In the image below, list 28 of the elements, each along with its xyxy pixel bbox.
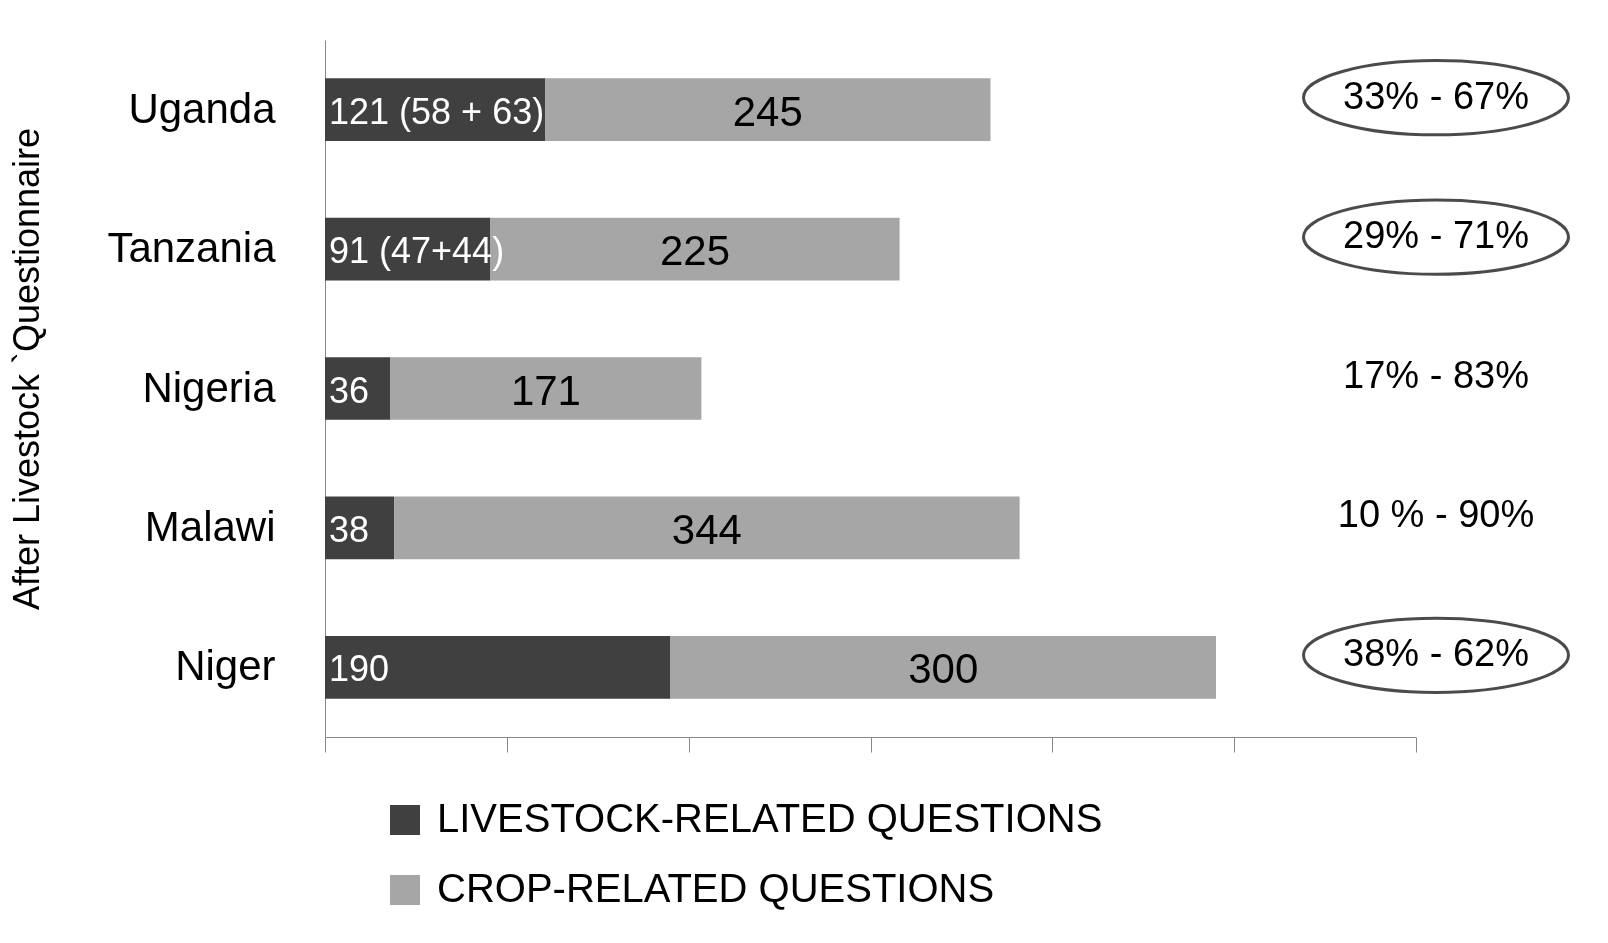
data-label: 36 — [329, 369, 370, 411]
y-tick-label: Niger — [175, 642, 276, 690]
data-label: 300 — [908, 645, 979, 693]
data-label: 225 — [659, 227, 731, 275]
annotation: 38% - 62% — [1343, 632, 1529, 675]
data-label: 121 (58 + 63) — [329, 90, 545, 132]
bar — [545, 78, 991, 142]
annotation: 10 % - 90% — [1337, 492, 1535, 535]
data-label: 190 — [329, 648, 390, 690]
y-tick-label: Uganda — [128, 84, 277, 132]
data-label: 38 — [329, 508, 370, 550]
y-tick-label: Tanzania — [107, 224, 277, 272]
y-tick-label: Nigeria — [142, 363, 277, 411]
bar — [325, 635, 671, 699]
data-label: 171 — [510, 366, 581, 414]
y-tick-label: Malawi — [144, 502, 276, 550]
annotation: 17% - 83% — [1343, 353, 1529, 396]
data-label: 245 — [732, 87, 803, 135]
data-label: 91 (47+44) — [329, 230, 505, 272]
annotation: 33% - 67% — [1343, 74, 1529, 117]
y-axis-title: After Livestock `Questionnaire — [5, 127, 47, 611]
legend-label: LIVESTOCK-RELATED QUESTIONS — [437, 796, 1103, 840]
data-label: 344 — [671, 505, 742, 553]
annotation: 29% - 71% — [1343, 214, 1529, 257]
legend-label: CROP-RELATED QUESTIONS — [437, 866, 995, 910]
bar — [390, 357, 702, 420]
bar — [394, 496, 1020, 560]
bar — [670, 635, 1216, 699]
